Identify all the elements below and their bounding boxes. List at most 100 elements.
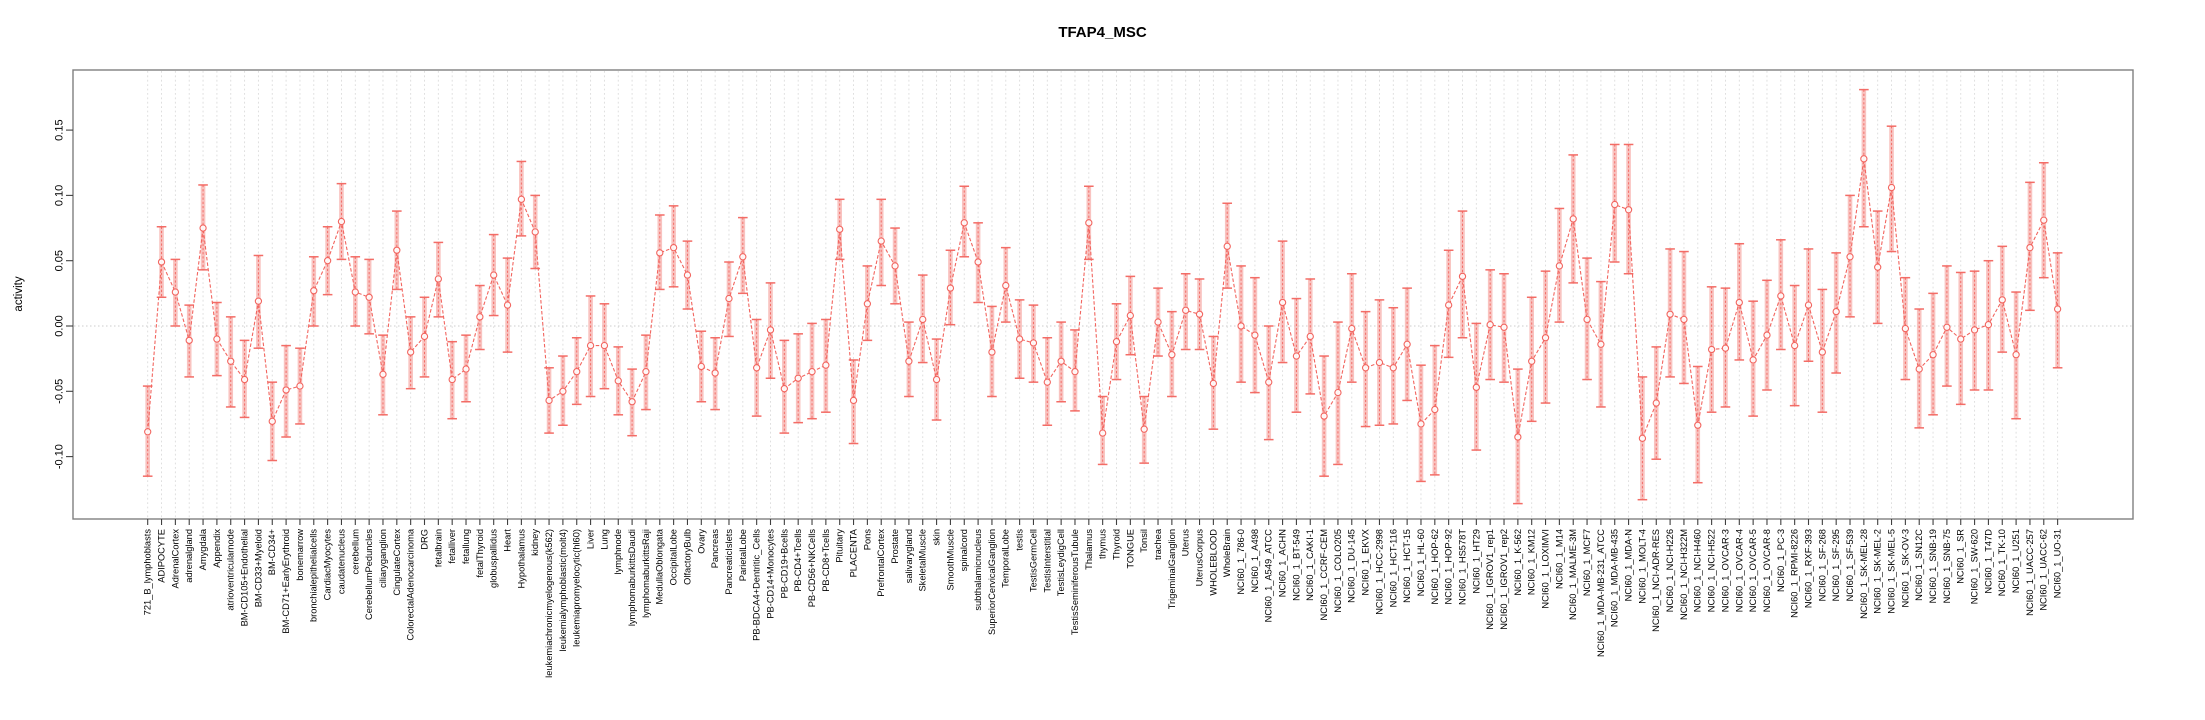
x-axis-label: fetalliver [447, 529, 457, 564]
x-axis-label: WholeBrain [1222, 529, 1232, 577]
data-points [144, 155, 2062, 442]
x-axis-label: NCI60_1_HS578T [1457, 529, 1467, 605]
x-axis-label: NCI60_1_PC-3 [1776, 529, 1786, 592]
x-axis-label: TestisSeminiferousTubule [1070, 529, 1080, 635]
x-axis-label: Thalamus [1084, 529, 1094, 570]
x-axis-label: Tonsil [1139, 529, 1149, 553]
x-axis-label: NCI60_1_HCC-2998 [1374, 529, 1384, 615]
x-axis-label: NCI60_1_SK-MEL-5 [1887, 529, 1897, 614]
x-axis: 721_B_lymphoblasts ADIPOCYTE AdrenalCortex… [143, 519, 2063, 678]
x-axis-label: spinalcord [959, 529, 969, 571]
x-axis-label: fetalThyroid [475, 529, 485, 578]
gridlines [74, 71, 2132, 518]
x-axis-label: lymphnode [613, 529, 623, 574]
x-axis-label: TestisInterstitial [1042, 529, 1052, 593]
x-axis-label: BM-CD105+Endothelial [240, 529, 250, 626]
x-axis-label: NCI60_1_OVCAR-5 [1748, 529, 1758, 612]
x-axis-label: NCI60_1_UACC-257 [2025, 529, 2035, 616]
svg-text:0.00: 0.00 [54, 315, 66, 336]
x-axis-label: PB-BDCA4+Dentritic_Cells [752, 529, 762, 641]
x-axis-label: NCI60_1_A498 [1250, 529, 1260, 593]
x-axis-label: NCI60_1_A549_ATCC [1264, 529, 1274, 623]
x-axis-label: TestisGermCell [1028, 529, 1038, 592]
x-axis-label: salivarygland [904, 529, 914, 583]
x-axis-label: Prostate [890, 529, 900, 564]
x-axis-label: TemporalLobe [1001, 529, 1011, 588]
x-axis-label: NCI60_1_HL-60 [1416, 529, 1426, 596]
x-axis-label: adrenalgland [184, 529, 194, 583]
x-axis-label: NCI60_1_T47D [1983, 529, 1993, 594]
x-axis-label: PB-CD56+NKCells [807, 529, 817, 608]
x-axis-label: NCI60_1_MDA-MB-435 [1610, 529, 1620, 627]
x-axis-label: NCI60_1_K-562 [1513, 529, 1523, 596]
x-axis-label: Pituitary [835, 529, 845, 563]
x-axis-label: NCI60_1_NCI-ADR-RES [1651, 529, 1661, 632]
x-axis-label: NCI60_1_M14 [1554, 529, 1564, 589]
x-axis-label: NCI60_1_SF-539 [1845, 529, 1855, 601]
x-axis-label: SmoothMuscle [945, 529, 955, 591]
y-axis-title: activity [13, 276, 25, 311]
x-axis-label: AdrenalCortex [170, 529, 180, 589]
x-axis-label: skin [932, 529, 942, 546]
x-axis-label: NCI60_1_IGROV1_rep1 [1485, 529, 1495, 630]
x-axis-label: globuspallidus [489, 529, 499, 588]
x-axis-label: SkeletalMuscle [918, 529, 928, 592]
x-axis-label: PrefrontalCortex [876, 529, 886, 597]
x-axis-label: WHOLEBLOOD [1208, 529, 1218, 596]
x-axis-label: NCI60_1_MOLT-4 [1637, 529, 1647, 604]
y-axis: 0.15 0.10 0.05 0.00 -0.05 -0.10 [54, 119, 73, 469]
x-axis-label: CingulateCortex [392, 529, 402, 596]
x-axis-label: OlfactoryBulb [682, 529, 692, 585]
x-axis-label: TONGUE [1125, 529, 1135, 569]
x-axis-label: PancreaticIslets [724, 529, 734, 595]
x-axis-label: NCI60_1_HOP-62 [1430, 529, 1440, 604]
x-axis-label: NCI60_1_SN12C [1914, 529, 1924, 601]
x-axis-label: PB-CD14+Monocytes [765, 529, 775, 619]
x-axis-label: NCI60_1_SF-295 [1831, 529, 1841, 601]
x-axis-label: Amygdala [198, 528, 208, 570]
x-axis-label: CardiacMyocytes [323, 529, 333, 601]
svg-text:0.15: 0.15 [54, 119, 66, 140]
x-axis-label: NCI60_1_MALME-3M [1568, 529, 1578, 620]
x-axis-label: subthalamicnucleus [973, 529, 983, 611]
x-axis-label: NCI60_1_BT-549 [1291, 529, 1301, 601]
x-axis-label: NCI60_1_786-0 [1236, 529, 1246, 595]
x-axis-label: PB-CD8+Tcells [821, 529, 831, 592]
x-axis-label: NCI60_1_SW-620 [1970, 529, 1980, 604]
x-axis-label: NCI60_1_OVCAR-4 [1734, 529, 1744, 612]
x-axis-label: NCI60_1_OVCAR-3 [1720, 529, 1730, 612]
x-axis-label: OccipitalLobe [669, 529, 679, 585]
x-axis-label: testis [1015, 529, 1025, 551]
x-axis-label: NCI60_1_OVCAR-8 [1762, 529, 1772, 612]
x-axis-label: NCI60_1_KM12 [1527, 529, 1537, 595]
x-axis-label: NCI60_1_MDA-N [1624, 529, 1634, 601]
x-axis-label: NCI60_1_NCI-H522 [1707, 529, 1717, 612]
x-axis-label: lymphomaburkittsRaji [641, 529, 651, 618]
x-axis-label: NCI60_1_IGROV1_rep2 [1499, 529, 1509, 630]
x-axis-label: NCI60_1_NCI-H322M [1679, 529, 1689, 620]
x-axis-label: PLACENTA [849, 528, 859, 577]
x-axis-label: SuperiorCervicalGanglion [987, 529, 997, 635]
x-axis-label: kidney [530, 529, 540, 556]
x-axis-label: NCI60_1_RXF-393 [1803, 529, 1813, 608]
x-axis-label: NCI60_1_TK-10 [1997, 529, 2007, 596]
x-axis-label: 721_B_lymphoblasts [143, 529, 153, 616]
x-axis-label: NCI60_1_UO-31 [2053, 529, 2063, 598]
x-axis-label: NCI60_1_RPMI-8226 [1790, 529, 1800, 618]
x-axis-label: NCI60_1_LOXIMVI [1541, 529, 1551, 609]
x-axis-label: Appendix [212, 529, 222, 568]
x-axis-label: Hypothalamus [516, 529, 526, 589]
svg-text:-0.05: -0.05 [54, 379, 66, 404]
x-axis-label: NCI60_1_SK-OV-3 [1900, 529, 1910, 608]
x-axis-label: bonemarrow [295, 529, 305, 581]
x-axis-label: trachea [1153, 528, 1163, 560]
x-axis-label: NCI60_1_SNB-75 [1942, 529, 1952, 603]
x-axis-label: NCI60_1_COLO205 [1333, 529, 1343, 613]
x-axis-label: TestisLeydigCell [1056, 529, 1066, 596]
x-axis-label: MedullaOblongata [655, 528, 665, 604]
x-axis-label: caudatenucleus [336, 529, 346, 594]
x-axis-label: leukemialymphoblastic(molt4) [558, 529, 568, 651]
x-axis-label: PB-CD19+Bcells [779, 529, 789, 599]
